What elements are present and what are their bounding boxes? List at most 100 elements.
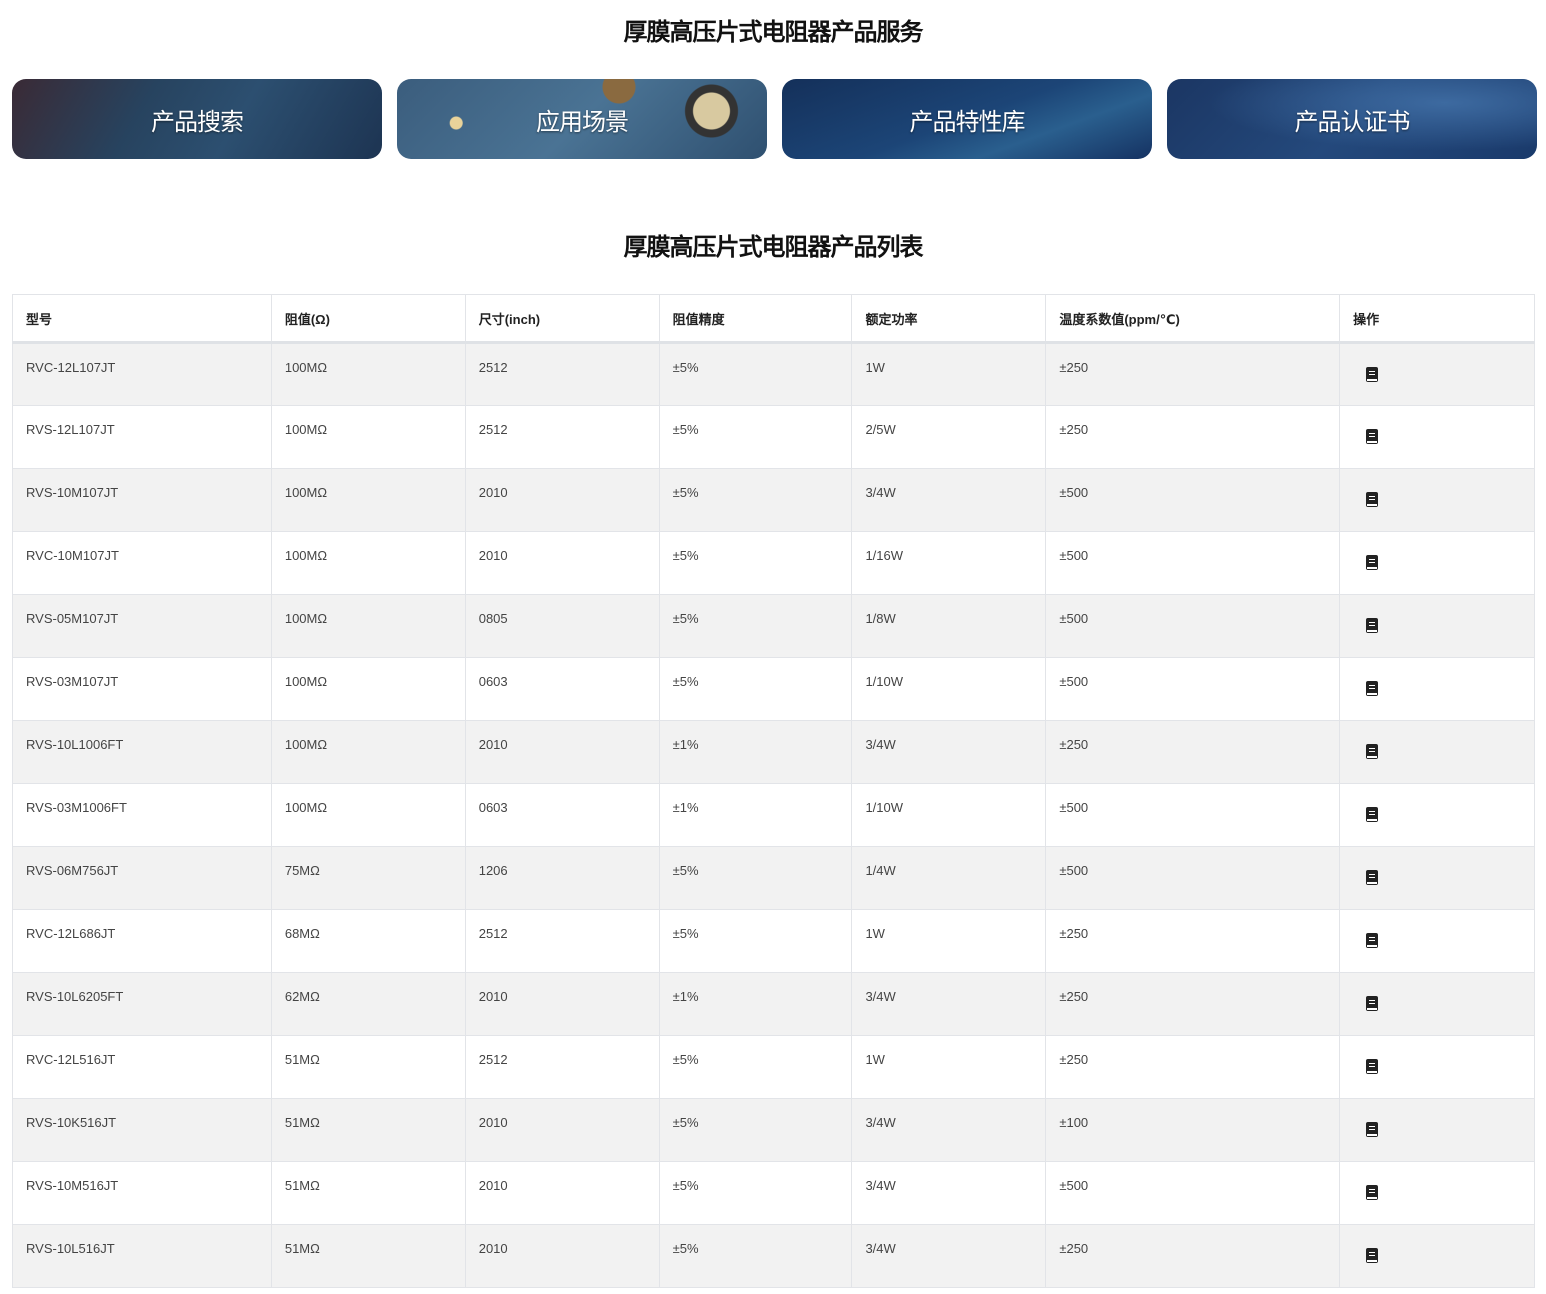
cell-power: 3/4W xyxy=(851,1098,1047,1162)
cell-resistance: 100MΩ xyxy=(270,468,466,532)
book-icon[interactable] xyxy=(1366,807,1379,822)
cell-tcr: ±250 xyxy=(1045,909,1341,973)
table-row: RVS-10L6205FT 62MΩ 2010 ±1% 3/4W ±250 xyxy=(12,972,1535,1036)
cell-action xyxy=(1339,1161,1535,1225)
cell-tcr: ±250 xyxy=(1045,972,1341,1036)
cell-model: RVS-03M1006FT xyxy=(12,783,272,847)
book-icon[interactable] xyxy=(1366,555,1379,570)
cell-size: 2010 xyxy=(464,531,660,595)
book-icon[interactable] xyxy=(1366,1185,1379,1200)
cell-model: RVC-10M107JT xyxy=(12,531,272,595)
book-icon[interactable] xyxy=(1366,1059,1379,1074)
cell-resistance: 51MΩ xyxy=(270,1224,466,1288)
table-row: RVS-10M107JT 100MΩ 2010 ±5% 3/4W ±500 xyxy=(12,468,1535,532)
cell-size: 2010 xyxy=(464,1098,660,1162)
cell-action xyxy=(1339,1098,1535,1162)
book-icon[interactable] xyxy=(1366,681,1379,696)
cell-size: 2010 xyxy=(464,720,660,784)
cell-tcr: ±250 xyxy=(1045,720,1341,784)
book-icon[interactable] xyxy=(1366,996,1379,1011)
cell-model: RVS-05M107JT xyxy=(12,594,272,658)
cell-action xyxy=(1339,594,1535,658)
cell-size: 1206 xyxy=(464,846,660,910)
cell-tolerance: ±5% xyxy=(658,1035,853,1099)
cell-resistance: 62MΩ xyxy=(270,972,466,1036)
table-row: RVS-05M107JT 100MΩ 0805 ±5% 1/8W ±500 xyxy=(12,594,1535,658)
cell-model: RVS-10M107JT xyxy=(12,468,272,532)
cell-tolerance: ±5% xyxy=(658,846,853,910)
book-icon[interactable] xyxy=(1366,933,1379,948)
cell-tolerance: ±5% xyxy=(658,1098,853,1162)
cell-tolerance: ±5% xyxy=(658,468,853,532)
header-size: 尺寸(inch) xyxy=(464,294,660,344)
cell-tolerance: ±5% xyxy=(658,1224,853,1288)
book-icon[interactable] xyxy=(1366,1248,1379,1263)
table-row: RVS-10L516JT 51MΩ 2010 ±5% 3/4W ±250 xyxy=(12,1224,1535,1288)
cell-tcr: ±500 xyxy=(1045,783,1341,847)
cell-action xyxy=(1339,405,1535,469)
cell-tcr: ±250 xyxy=(1045,405,1341,469)
cell-power: 3/4W xyxy=(851,1161,1047,1225)
book-icon[interactable] xyxy=(1366,492,1379,507)
cell-power: 3/4W xyxy=(851,972,1047,1036)
book-icon[interactable] xyxy=(1366,367,1379,382)
book-icon[interactable] xyxy=(1366,429,1379,444)
header-tcr: 温度系数值(ppm/℃) xyxy=(1045,294,1341,344)
cell-resistance: 100MΩ xyxy=(270,531,466,595)
cell-power: 1/4W xyxy=(851,846,1047,910)
header-model: 型号 xyxy=(12,294,272,344)
product-table: 型号 阻值(Ω) 尺寸(inch) 阻值精度 额定功率 温度系数值(ppm/℃) 操作 RV… xyxy=(12,294,1535,1288)
table-row: RVS-03M1006FT 100MΩ 0603 ±1% 1/10W ±500 xyxy=(12,783,1535,847)
cell-model: RVS-10L6205FT xyxy=(12,972,272,1036)
cell-size: 2010 xyxy=(464,468,660,532)
book-icon[interactable] xyxy=(1366,1122,1379,1137)
cell-tolerance: ±5% xyxy=(658,594,853,658)
cell-tcr: ±500 xyxy=(1045,657,1341,721)
cell-resistance: 51MΩ xyxy=(270,1035,466,1099)
cell-tcr: ±500 xyxy=(1045,594,1341,658)
cell-tolerance: ±5% xyxy=(658,909,853,973)
cell-power: 1/10W xyxy=(851,657,1047,721)
cell-tcr: ±100 xyxy=(1045,1098,1341,1162)
cell-model: RVC-12L516JT xyxy=(12,1035,272,1099)
cell-tolerance: ±5% xyxy=(658,405,853,469)
cell-model: RVS-10L1006FT xyxy=(12,720,272,784)
cell-resistance: 100MΩ xyxy=(270,783,466,847)
cell-tcr: ±500 xyxy=(1045,846,1341,910)
cell-tolerance: ±5% xyxy=(658,657,853,721)
cell-action xyxy=(1339,342,1535,406)
cell-tolerance: ±5% xyxy=(658,1161,853,1225)
table-row: RVC-12L107JT 100MΩ 2512 ±5% 1W ±250 xyxy=(12,342,1535,406)
cell-action xyxy=(1339,468,1535,532)
table-row: RVS-12L107JT 100MΩ 2512 ±5% 2/5W ±250 xyxy=(12,405,1535,469)
cell-size: 2010 xyxy=(464,972,660,1036)
cell-model: RVS-03M107JT xyxy=(12,657,272,721)
cell-resistance: 100MΩ xyxy=(270,720,466,784)
cell-resistance: 100MΩ xyxy=(270,405,466,469)
service-cards: 产品搜索 应用场景 产品特性库 产品认证书 xyxy=(12,79,1537,159)
product-list-title: 厚膜高压片式电阻器产品列表 xyxy=(623,233,924,261)
product-certificates-card[interactable]: 产品认证书 xyxy=(1167,79,1537,159)
cell-power: 1/16W xyxy=(851,531,1047,595)
book-icon[interactable] xyxy=(1366,618,1379,633)
header-resistance: 阻值(Ω) xyxy=(270,294,466,344)
cell-tcr: ±500 xyxy=(1045,1161,1341,1225)
cell-action xyxy=(1339,531,1535,595)
cell-power: 3/4W xyxy=(851,1224,1047,1288)
cell-size: 2010 xyxy=(464,1224,660,1288)
cell-power: 1W xyxy=(851,1035,1047,1099)
table-row: RVC-10M107JT 100MΩ 2010 ±5% 1/16W ±500 xyxy=(12,531,1535,595)
cell-action xyxy=(1339,783,1535,847)
table-row: RVC-12L516JT 51MΩ 2512 ±5% 1W ±250 xyxy=(12,1035,1535,1099)
cell-tcr: ±500 xyxy=(1045,468,1341,532)
product-characteristics-card[interactable]: 产品特性库 xyxy=(782,79,1152,159)
table-row: RVS-10L1006FT 100MΩ 2010 ±1% 3/4W ±250 xyxy=(12,720,1535,784)
cell-tolerance: ±1% xyxy=(658,720,853,784)
cell-power: 1W xyxy=(851,342,1047,406)
book-icon[interactable] xyxy=(1366,744,1379,759)
application-scenarios-card[interactable]: 应用场景 xyxy=(397,79,767,159)
cell-size: 2512 xyxy=(464,342,660,406)
product-search-card[interactable]: 产品搜索 xyxy=(12,79,382,159)
book-icon[interactable] xyxy=(1366,870,1379,885)
cell-resistance: 100MΩ xyxy=(270,657,466,721)
